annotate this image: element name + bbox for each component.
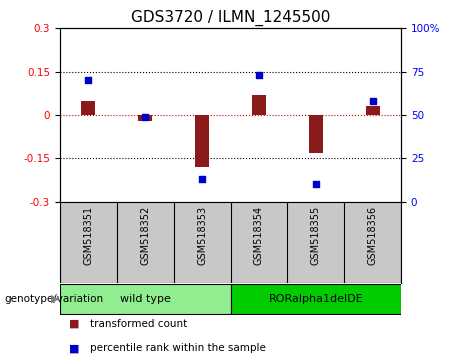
Text: GSM518352: GSM518352 — [140, 206, 150, 265]
Point — [142, 114, 149, 120]
Text: ▶: ▶ — [51, 294, 59, 304]
Text: GSM518353: GSM518353 — [197, 206, 207, 265]
Bar — [230, 284, 401, 314]
Text: GSM518354: GSM518354 — [254, 206, 264, 265]
Point — [255, 72, 263, 78]
Bar — [309, 115, 323, 153]
Bar — [195, 115, 209, 167]
Text: RORalpha1delDE: RORalpha1delDE — [268, 294, 363, 304]
Text: ■: ■ — [69, 343, 80, 353]
Bar — [138, 115, 152, 121]
Point — [312, 182, 319, 187]
Text: GSM518355: GSM518355 — [311, 206, 321, 265]
Text: transformed count: transformed count — [90, 319, 187, 329]
Text: GSM518356: GSM518356 — [367, 206, 378, 265]
Bar — [366, 106, 380, 115]
Bar — [60, 284, 230, 314]
Title: GDS3720 / ILMN_1245500: GDS3720 / ILMN_1245500 — [131, 9, 330, 25]
Text: wild type: wild type — [120, 294, 171, 304]
Bar — [252, 95, 266, 115]
Point — [198, 176, 206, 182]
Bar — [81, 101, 95, 115]
Text: GSM518351: GSM518351 — [83, 206, 94, 265]
Point — [369, 98, 376, 104]
Text: genotype/variation: genotype/variation — [5, 294, 104, 304]
Point — [85, 78, 92, 83]
Text: ■: ■ — [69, 319, 80, 329]
Text: percentile rank within the sample: percentile rank within the sample — [90, 343, 266, 353]
